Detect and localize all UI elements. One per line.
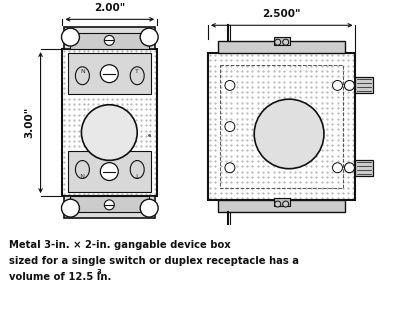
Circle shape bbox=[104, 200, 114, 210]
Circle shape bbox=[140, 199, 158, 217]
Bar bbox=[274, 198, 290, 206]
Text: .: . bbox=[100, 272, 104, 282]
Bar bbox=[65, 196, 155, 218]
Text: N: N bbox=[80, 69, 85, 74]
Bar bbox=[218, 41, 345, 53]
Circle shape bbox=[140, 28, 158, 46]
Text: T: T bbox=[135, 69, 139, 74]
Bar bbox=[220, 65, 343, 188]
Circle shape bbox=[333, 163, 343, 173]
Bar bbox=[70, 196, 149, 212]
Text: 3: 3 bbox=[96, 269, 101, 275]
Circle shape bbox=[333, 80, 343, 90]
Circle shape bbox=[275, 201, 281, 207]
Bar bbox=[69, 151, 151, 192]
Bar bbox=[208, 53, 356, 200]
Circle shape bbox=[345, 80, 354, 90]
Circle shape bbox=[225, 80, 235, 90]
Circle shape bbox=[225, 122, 235, 131]
Bar bbox=[274, 37, 290, 45]
Text: volume of 12.5 In.: volume of 12.5 In. bbox=[9, 272, 111, 282]
Bar bbox=[65, 27, 155, 49]
Circle shape bbox=[225, 163, 235, 173]
Circle shape bbox=[61, 28, 80, 46]
Circle shape bbox=[254, 99, 324, 169]
Circle shape bbox=[61, 199, 80, 217]
Text: sized for a single switch or duplex receptacle has a: sized for a single switch or duplex rece… bbox=[9, 256, 299, 266]
Text: Metal 3-in. × 2-in. gangable device box: Metal 3-in. × 2-in. gangable device box bbox=[9, 240, 230, 250]
Bar bbox=[218, 200, 345, 212]
Bar bbox=[70, 33, 149, 49]
Bar bbox=[63, 49, 157, 196]
Text: T: T bbox=[135, 171, 139, 176]
Circle shape bbox=[283, 201, 289, 207]
Text: N: N bbox=[80, 171, 85, 176]
Bar bbox=[356, 160, 373, 176]
Circle shape bbox=[345, 163, 354, 173]
Text: 2.500": 2.500" bbox=[263, 9, 301, 19]
Bar bbox=[356, 78, 373, 93]
Text: 3.00": 3.00" bbox=[25, 107, 34, 138]
Text: 2.00": 2.00" bbox=[94, 3, 126, 13]
Circle shape bbox=[275, 39, 281, 45]
Circle shape bbox=[104, 35, 114, 45]
Circle shape bbox=[100, 163, 118, 181]
Circle shape bbox=[100, 65, 118, 83]
Bar bbox=[69, 53, 151, 94]
Circle shape bbox=[283, 39, 289, 45]
Circle shape bbox=[82, 105, 137, 160]
